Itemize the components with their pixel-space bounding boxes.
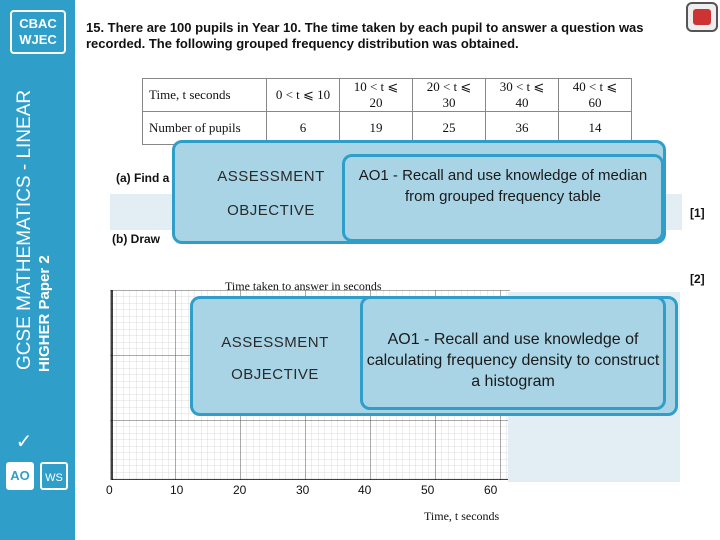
x-tick-label: 10 [170, 483, 184, 497]
part-a-text: (a) Find a [116, 171, 170, 185]
ao-description-2: AO1 - Recall and use knowledge of calcul… [360, 296, 666, 410]
x-tick-label: 0 [106, 483, 113, 497]
question-text: 15. There are 100 pupils in Year 10. The… [86, 20, 644, 51]
time-header: Time, t seconds [142, 78, 267, 112]
x-tick-label: 40 [358, 483, 372, 497]
logo-line-1: CBAC [19, 16, 57, 31]
subject-title: GCSE MATHEMATICS - LINEAR [14, 89, 35, 370]
graph-title: Time taken to answer in seconds [225, 279, 382, 293]
interval-cell: 30 < t ⩽ 40 [485, 78, 559, 112]
count-cell: 6 [266, 111, 340, 145]
interval-cell: 40 < t ⩽ 60 [558, 78, 632, 112]
x-axis-label: Time, t seconds [424, 509, 500, 523]
ao-description-1: AO1 - Recall and use knowledge of median… [342, 154, 664, 242]
table-row: Time, t seconds 0 < t ⩽ 10 10 < t ⩽ 20 2… [142, 78, 632, 112]
cbac-wjec-logo: CBAC WJEC [10, 10, 66, 54]
x-tick-label: 30 [296, 483, 310, 497]
exam-icon[interactable] [686, 2, 718, 32]
count-cell: 36 [485, 111, 559, 145]
x-tick-label: 60 [484, 483, 498, 497]
check-icon[interactable]: ✓ [15, 431, 33, 453]
ws-icon[interactable]: WS [40, 462, 68, 490]
ao-label-line-2: OBJECTIVE [231, 366, 319, 383]
pupils-header: Number of pupils [142, 111, 267, 145]
ao-label-line-1: ASSESSMENT [221, 334, 329, 351]
paper-title: HIGHER Paper 2 [36, 255, 53, 372]
frequency-table: Time, t seconds 0 < t ⩽ 10 10 < t ⩽ 20 2… [142, 78, 632, 145]
sidebar: CBAC WJEC GCSE MATHEMATICS - LINEAR HIGH… [0, 0, 75, 540]
interval-cell: 0 < t ⩽ 10 [266, 78, 340, 112]
x-tick-label: 20 [233, 483, 247, 497]
logo-line-2: WJEC [19, 32, 57, 47]
part-b-mark: [2] [690, 272, 705, 286]
ao-icon[interactable]: AO [6, 462, 34, 490]
part-a-mark: [1] [690, 206, 705, 220]
interval-cell: 20 < t ⩽ 30 [412, 78, 486, 112]
part-b-text: (b) Draw [112, 232, 160, 246]
interval-cell: 10 < t ⩽ 20 [339, 78, 413, 112]
x-tick-label: 50 [421, 483, 435, 497]
ao-label-line-1: ASSESSMENT [217, 168, 325, 185]
table-row: Number of pupils 6 19 25 36 14 [142, 111, 632, 145]
ao-label-line-2: OBJECTIVE [227, 202, 315, 219]
